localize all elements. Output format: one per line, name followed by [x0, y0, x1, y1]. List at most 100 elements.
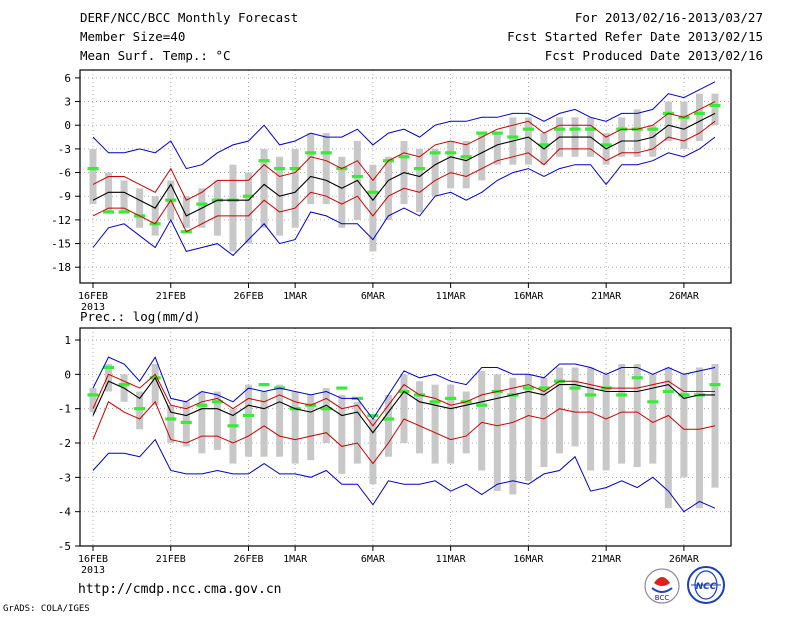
- precipitation-spread-box: [384, 394, 392, 457]
- temperature-spread-box: [307, 133, 315, 205]
- temperature-spread-box: [245, 172, 252, 244]
- precipitation-spread-box: [633, 364, 641, 468]
- precipitation-upper-spread-line: [92, 373, 715, 427]
- temperature-spread-box: [695, 93, 703, 141]
- temperature-climatology-mark: [196, 202, 208, 206]
- precipitation-ytick-label: 1: [64, 334, 71, 347]
- temperature-ytick-label: -6: [58, 167, 71, 180]
- temperature-xtick-label: 21MAR: [591, 291, 622, 302]
- temperature-climatology-mark: [87, 167, 99, 171]
- precipitation-frame: [79, 327, 732, 547]
- temperature-climatology-mark: [647, 127, 659, 131]
- precipitation-climatology-mark: [258, 383, 270, 387]
- temperature-xtick-label: 26FEB: [233, 291, 263, 302]
- precipitation-xtick-label: 6MAR: [361, 554, 386, 565]
- temperature-climatology-mark: [476, 131, 488, 135]
- precipitation-climatology-mark: [585, 393, 597, 397]
- temperature-climatology-mark: [585, 127, 597, 131]
- temperature-climatology-mark: [367, 190, 379, 194]
- precipitation-spread-box: [338, 394, 346, 474]
- temperature-ytick-label: 0: [64, 119, 71, 132]
- precipitation-climatology-mark: [445, 396, 457, 400]
- precipitation-spread-box: [182, 401, 190, 447]
- temperature-climatology-mark: [554, 127, 565, 131]
- bcc-logo-text: BCC: [655, 594, 670, 602]
- temperature-ytick-label: -15: [51, 238, 71, 251]
- precipitation-ytick-label: -3: [58, 471, 71, 484]
- temperature-spread-box: [447, 141, 455, 189]
- precipitation-spread-box: [493, 374, 501, 492]
- temperature-climatology-mark: [103, 210, 115, 214]
- temperature-year-label: 2013: [81, 302, 105, 313]
- precipitation-climatology-mark: [243, 413, 254, 418]
- precipitation-climatology-mark: [709, 383, 721, 387]
- temperature-climatology-mark: [351, 174, 363, 179]
- precipitation-climatology-mark: [631, 376, 643, 380]
- temperature-ensemble-mean-line: [92, 112, 716, 217]
- precipitation-panel: 1 0 -1 -2 -3 -4 -5 16FEB 21FEB 26FEB 1MAR 6MAR 11MAR…: [58, 309, 732, 576]
- precipitation-spread-box: [556, 367, 563, 454]
- temperature-spread-box: [618, 117, 626, 157]
- precipitation-climatology-mark: [336, 386, 348, 390]
- precipitation-min-line: [92, 438, 716, 513]
- ncc-logo-text: NCC: [696, 582, 717, 592]
- temperature-climatology-mark: [491, 131, 503, 135]
- temperature-climatology-mark: [429, 151, 441, 155]
- temperature-climatology-mark: [398, 155, 410, 159]
- grads-credit: GrADS: COLA/IGES: [3, 604, 90, 614]
- precipitation-ensemble-mean-line: [92, 376, 715, 434]
- precipitation-lower-spread-line: [92, 400, 716, 465]
- temperature-lower-spread-line: [92, 120, 716, 233]
- temperature-climatology-mark: [538, 143, 550, 147]
- temperature-ytick-label: 6: [64, 72, 71, 85]
- precipitation-spread-box: [260, 391, 268, 457]
- precipitation-climatology-mark: [227, 424, 239, 428]
- temperature-climatology-mark: [709, 103, 721, 108]
- start-date: Fcst Started Refer Date 2013/02/15: [507, 29, 763, 44]
- precipitation-spread-box: [587, 367, 595, 471]
- precipitation-spread-box: [400, 374, 408, 444]
- temperature-spread-box: [260, 148, 268, 228]
- temperature-xtick-label: 16FEB: [78, 291, 108, 302]
- precipitation-climatology-mark: [678, 393, 690, 397]
- precipitation-spread-box: [89, 388, 97, 413]
- precipitation-spread-box: [276, 384, 284, 457]
- precipitation-ytick-label: 0: [64, 368, 71, 381]
- bcc-logo-swirl-icon: [654, 577, 670, 586]
- precipitation-spread-box: [245, 384, 252, 457]
- precipitation-climatology-mark: [538, 386, 550, 390]
- precipitation-spread-box: [322, 388, 330, 444]
- temperature-climatology-mark: [693, 111, 705, 115]
- footer-url[interactable]: http://cmdp.ncc.cma.gov.cn: [78, 582, 282, 597]
- temperature-spread-box: [322, 133, 330, 205]
- temperature-climatology-mark: [460, 155, 472, 159]
- temperature-xtick-label: 6MAR: [361, 291, 386, 302]
- temperature-spread-box: [229, 164, 237, 252]
- precipitation-year-label: 2013: [81, 565, 105, 576]
- precipitation-spread-box: [571, 367, 579, 447]
- temperature-spread-box: [633, 109, 641, 157]
- bcc-logo-wave-icon: [651, 587, 673, 593]
- temperature-panel: 6 3 0 -3 -6 -9 -12 -15 -18 16FEB 21FEB 26FEB 1MAR 6MA…: [51, 69, 732, 313]
- temperature-max-line: [92, 81, 716, 170]
- temperature-xtick-label: 26MAR: [669, 291, 700, 302]
- precipitation-xtick-label: 16FEB: [78, 554, 108, 565]
- precipitation-spread-box: [151, 364, 159, 406]
- precipitation-spread-box: [416, 381, 424, 454]
- temperature-spread-box: [416, 148, 424, 212]
- temperature-climatology-mark: [569, 127, 581, 131]
- temperature-spread-box: [369, 164, 377, 252]
- temperature-ytick-label: -12: [51, 214, 71, 227]
- temperature-climatology-mark: [522, 127, 534, 131]
- precipitation-climatology-mark: [211, 400, 223, 404]
- precipitation-climatology-mark: [616, 393, 628, 397]
- temperature-climatology-mark: [243, 194, 254, 198]
- precipitation-climatology-mark: [134, 407, 146, 411]
- precipitation-panel-title: Prec.: log(mm/d): [80, 309, 200, 324]
- temperature-spread-box: [431, 148, 439, 197]
- precipitation-climatology-mark: [118, 383, 130, 387]
- precipitation-climatology-mark: [647, 400, 659, 404]
- temperature-ytick-label: -18: [51, 261, 71, 274]
- forecast-period: For 2013/02/16-2013/03/27: [574, 10, 763, 25]
